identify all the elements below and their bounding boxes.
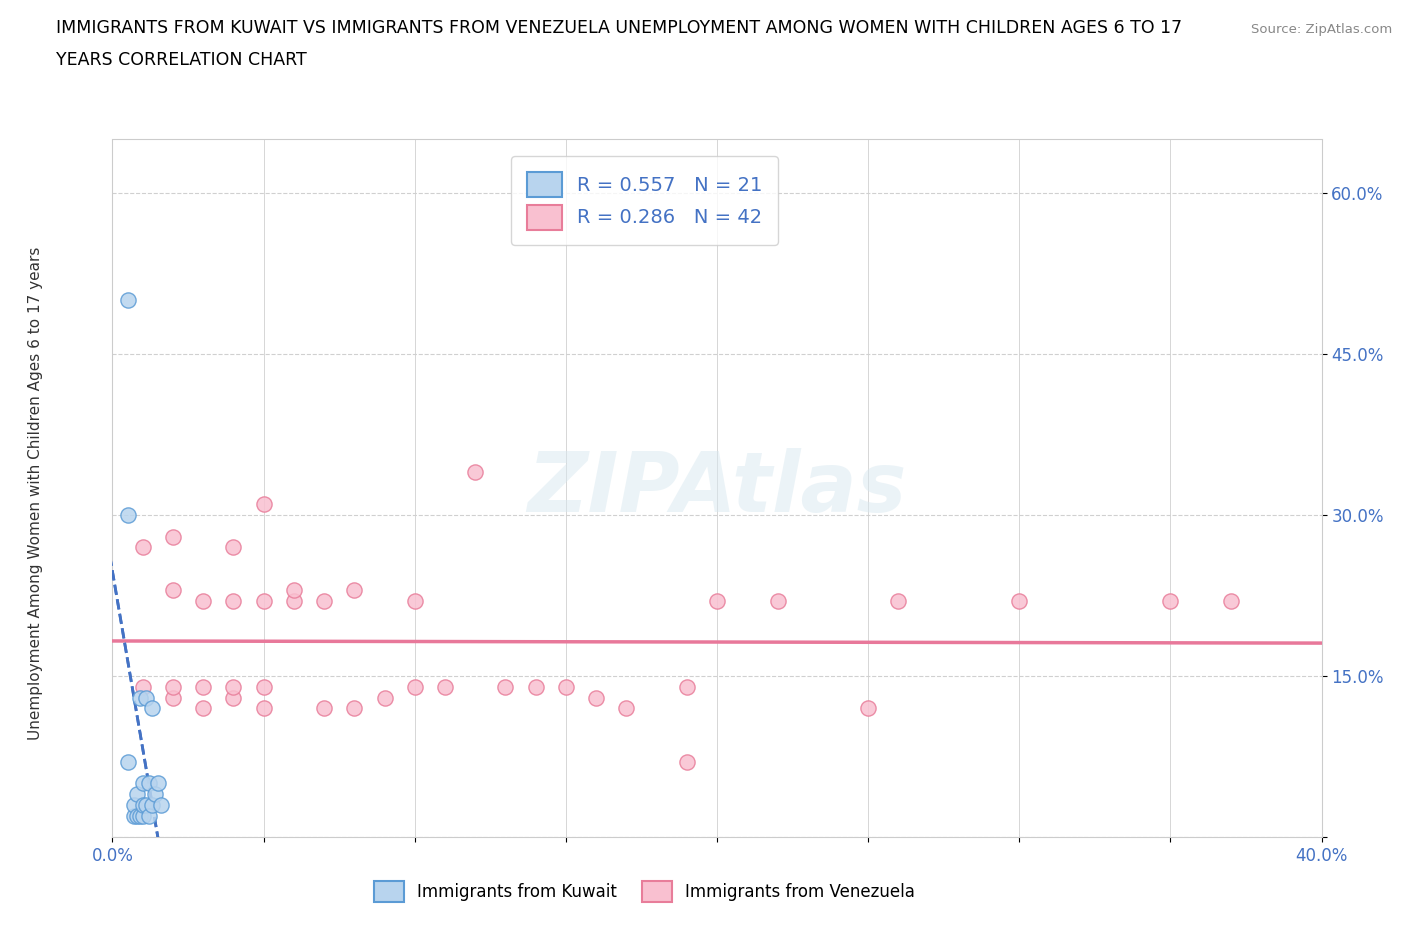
Point: [141, 701, 163, 716]
Point: [253, 497, 276, 512]
Point: [128, 690, 150, 705]
Point: [125, 787, 148, 802]
Point: [117, 508, 139, 523]
Point: [585, 690, 607, 705]
Point: [162, 679, 184, 694]
Point: [191, 701, 214, 716]
Point: [149, 797, 172, 812]
Point: [191, 679, 214, 694]
Text: Unemployment Among Women with Children Ages 6 to 17 years: Unemployment Among Women with Children A…: [28, 246, 42, 739]
Point: [283, 593, 305, 608]
Point: [616, 701, 638, 716]
Point: [433, 679, 456, 694]
Text: ZIPAtlas: ZIPAtlas: [527, 447, 907, 529]
Point: [222, 679, 245, 694]
Point: [706, 593, 728, 608]
Point: [122, 808, 145, 823]
Point: [1159, 593, 1181, 608]
Point: [524, 679, 547, 694]
Point: [222, 690, 245, 705]
Point: [132, 679, 155, 694]
Point: [343, 701, 366, 716]
Point: [404, 679, 426, 694]
Point: [675, 754, 697, 769]
Point: [554, 679, 576, 694]
Point: [191, 593, 214, 608]
Point: [887, 593, 910, 608]
Point: [1220, 593, 1243, 608]
Text: YEARS CORRELATION CHART: YEARS CORRELATION CHART: [56, 51, 307, 69]
Point: [135, 797, 157, 812]
Point: [675, 679, 697, 694]
Point: [404, 593, 426, 608]
Point: [495, 679, 517, 694]
Point: [374, 690, 396, 705]
Point: [132, 797, 155, 812]
Point: [766, 593, 789, 608]
Point: [856, 701, 880, 716]
Point: [146, 776, 169, 790]
Point: [128, 808, 150, 823]
Point: [132, 539, 155, 554]
Point: [253, 593, 276, 608]
Point: [117, 754, 139, 769]
Point: [253, 701, 276, 716]
Text: IMMIGRANTS FROM KUWAIT VS IMMIGRANTS FROM VENEZUELA UNEMPLOYMENT AMONG WOMEN WIT: IMMIGRANTS FROM KUWAIT VS IMMIGRANTS FRO…: [56, 19, 1182, 36]
Point: [222, 593, 245, 608]
Point: [141, 797, 163, 812]
Point: [162, 529, 184, 544]
Point: [122, 797, 145, 812]
Point: [253, 679, 276, 694]
Point: [314, 701, 336, 716]
Text: Source: ZipAtlas.com: Source: ZipAtlas.com: [1251, 23, 1392, 36]
Point: [117, 293, 139, 308]
Point: [143, 787, 166, 802]
Point: [283, 583, 305, 598]
Point: [162, 690, 184, 705]
Legend: Immigrants from Kuwait, Immigrants from Venezuela: Immigrants from Kuwait, Immigrants from …: [367, 874, 922, 909]
Point: [132, 776, 155, 790]
Point: [138, 776, 160, 790]
Point: [125, 808, 148, 823]
Point: [314, 593, 336, 608]
Point: [132, 808, 155, 823]
Point: [162, 583, 184, 598]
Point: [135, 690, 157, 705]
Point: [464, 465, 486, 480]
Point: [343, 583, 366, 598]
Point: [138, 808, 160, 823]
Point: [222, 539, 245, 554]
Point: [1008, 593, 1031, 608]
